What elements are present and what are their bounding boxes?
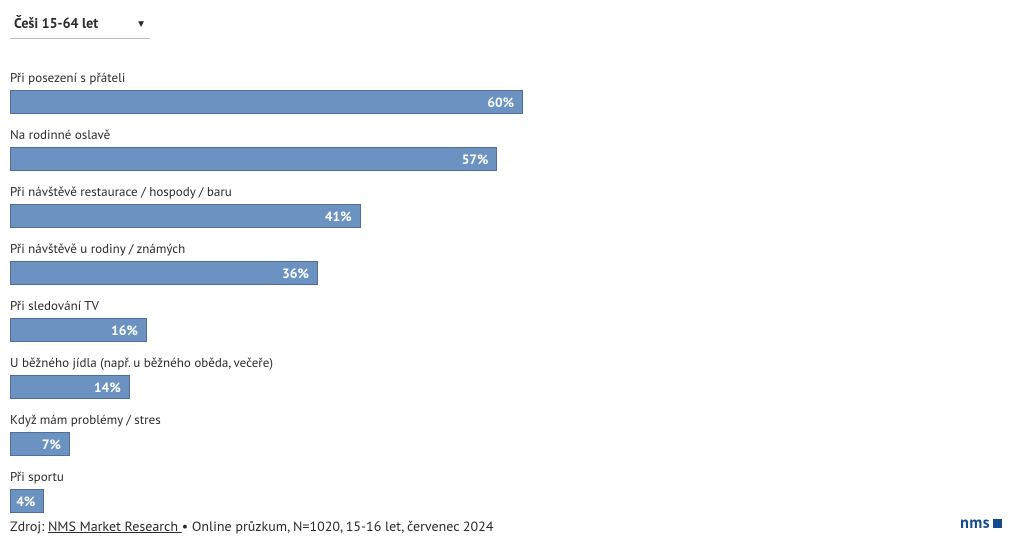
bar-track: 41% [10, 204, 865, 228]
bar-label: U běžného jídla (např. u běžného oběda, … [10, 354, 865, 371]
horizontal-bar-chart: Při posezení s přáteli 60% Na rodinné osla… [10, 69, 865, 513]
bar-row: Při sportu 4% [10, 468, 865, 513]
bar-label: Když mám problémy / stres [10, 411, 865, 428]
chevron-down-icon: ▼ [136, 17, 146, 30]
bar-row: Při sledování TV 16% [10, 297, 865, 342]
bar-value: 36% [282, 264, 309, 282]
bar-fill: 41% [10, 204, 361, 228]
bar-value: 14% [94, 378, 121, 396]
bar-row: Při návštěvě restaurace / hospody / baru… [10, 183, 865, 228]
source-footer: Zdroj: NMS Market Research • Online průz… [10, 517, 493, 535]
bar-value: 7% [42, 435, 61, 453]
bar-value: 57% [462, 150, 489, 168]
bar-fill: 16% [10, 318, 147, 342]
bar-fill: 57% [10, 147, 497, 171]
bar-track: 60% [10, 90, 865, 114]
bar-fill: 4% [10, 489, 44, 513]
bar-track: 7% [10, 432, 865, 456]
bar-row: Při návštěvě u rodiny / známých 36% [10, 240, 865, 285]
source-prefix: Zdroj: [10, 517, 48, 535]
source-link[interactable]: NMS Market Research [48, 517, 182, 535]
bar-value: 16% [111, 321, 138, 339]
bar-label: Při sledování TV [10, 297, 865, 314]
bar-track: 4% [10, 489, 865, 513]
bar-label: Při návštěvě u rodiny / známých [10, 240, 865, 257]
bar-value: 60% [487, 93, 514, 111]
bar-track: 14% [10, 375, 865, 399]
bar-fill: 36% [10, 261, 318, 285]
bar-row: Na rodinné oslavě 57% [10, 126, 865, 171]
bar-track: 36% [10, 261, 865, 285]
bar-fill: 14% [10, 375, 130, 399]
bar-fill: 60% [10, 90, 523, 114]
bar-label: Při sportu [10, 468, 865, 485]
bar-row: Při posezení s přáteli 60% [10, 69, 865, 114]
segment-dropdown-label: Češi 15-64 let [14, 14, 98, 32]
bar-track: 16% [10, 318, 865, 342]
bar-value: 41% [325, 207, 352, 225]
segment-dropdown[interactable]: Češi 15-64 let ▼ [10, 10, 150, 39]
nms-logo: nms [960, 513, 1002, 533]
source-suffix: • Online průzkum, N=1020, 15-16 let, čer… [182, 517, 494, 535]
bar-row: Když mám problémy / stres 7% [10, 411, 865, 456]
nms-logo-text: nms [960, 513, 990, 533]
bar-label: Při návštěvě restaurace / hospody / baru [10, 183, 865, 200]
bar-fill: 7% [10, 432, 70, 456]
chart-container: Češi 15-64 let ▼ Při posezení s přáteli 6… [0, 0, 1020, 547]
bar-row: U běžného jídla (např. u běžného oběda, … [10, 354, 865, 399]
nms-logo-square [993, 519, 1002, 528]
bar-label: Na rodinné oslavě [10, 126, 865, 143]
bar-value: 4% [16, 492, 35, 510]
bar-track: 57% [10, 147, 865, 171]
bar-label: Při posezení s přáteli [10, 69, 865, 86]
